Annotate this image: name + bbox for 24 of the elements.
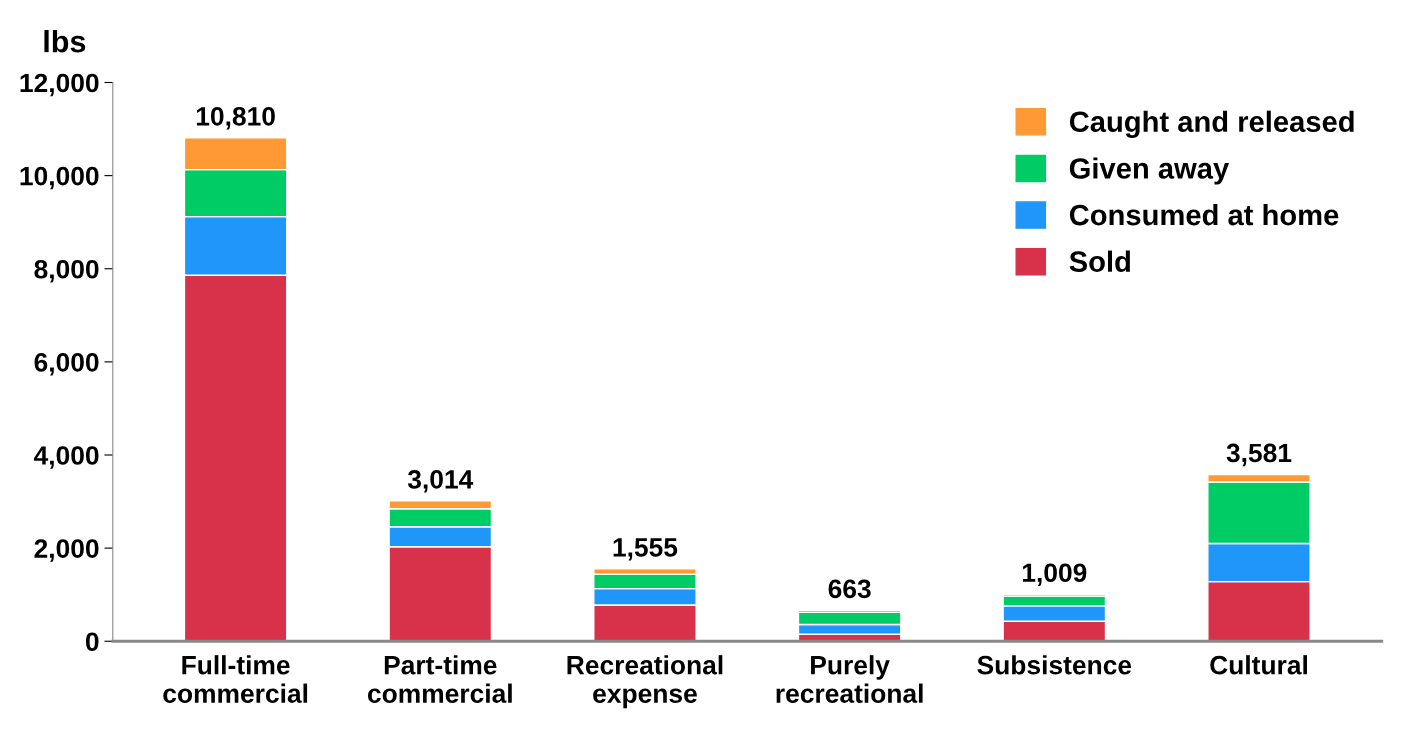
x-tick-label: Full-time commercial xyxy=(163,655,308,703)
x-tick-label: Purely recreational xyxy=(776,655,923,703)
y-tick-label: 4,000 xyxy=(33,446,99,469)
y-tick-label: 12,000 xyxy=(20,73,99,97)
y-tick-label: 0 xyxy=(85,632,99,652)
legend-label: Given away xyxy=(1069,157,1230,185)
x-tick-label: Recreational expense xyxy=(567,655,723,709)
total-label: 1,555 xyxy=(613,538,678,561)
x-tick-label: Subsistence xyxy=(977,655,1132,675)
legend-label: Caught and released xyxy=(1069,110,1354,138)
y-tick-label: 2,000 xyxy=(34,539,99,562)
legend-label: Sold xyxy=(1069,250,1130,272)
y-tick-label: 8,000 xyxy=(34,259,99,283)
total-label: 10,810 xyxy=(196,107,275,130)
legend-label: Consumed at home xyxy=(1069,203,1339,226)
total-label: 1,009 xyxy=(1022,563,1087,586)
total-label: 3,014 xyxy=(407,470,474,493)
x-tick-label: Cultural xyxy=(1210,655,1307,675)
y-tick-label: 10,000 xyxy=(20,166,99,190)
x-tick-label: Part-time commercial xyxy=(367,655,512,703)
y-axis-title: lbs xyxy=(44,30,86,53)
y-tick-label: 6,000 xyxy=(34,353,99,376)
total-label: 663 xyxy=(828,579,871,599)
total-label: 3,581 xyxy=(1226,443,1292,467)
